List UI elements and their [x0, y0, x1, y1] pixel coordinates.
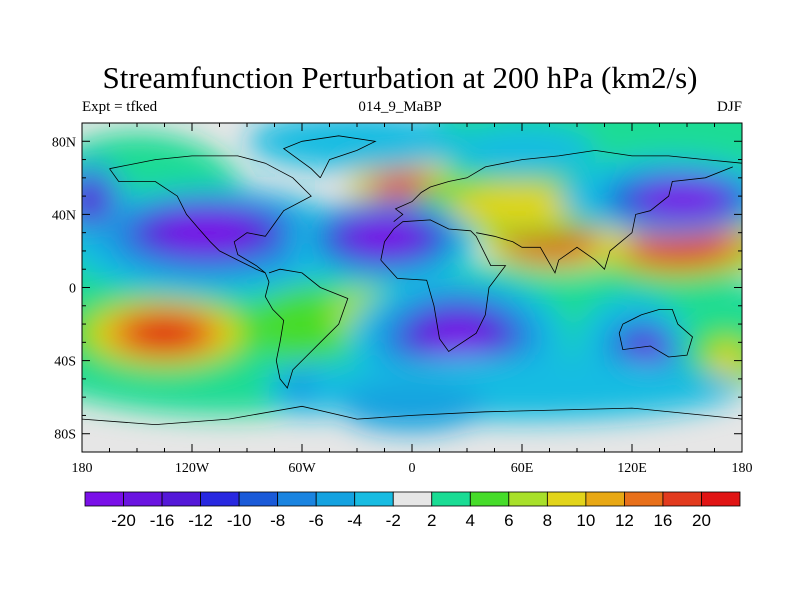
- y-tick-label: 40N: [52, 208, 76, 223]
- colorbar-swatch: [200, 491, 240, 507]
- x-tick-label: 120W: [175, 461, 210, 476]
- colorbar-swatch: [238, 491, 279, 507]
- colorbar-label: -8: [270, 511, 285, 530]
- x-tick-label: 60E: [511, 461, 534, 476]
- colorbar-label: 10: [576, 511, 595, 530]
- experiment-label: Expt = tfked: [82, 99, 158, 115]
- colorbar-swatch: [315, 491, 356, 507]
- colorbar-swatch: [508, 491, 548, 507]
- colorbar-label: 4: [466, 511, 475, 530]
- colorbar-label: -4: [347, 511, 362, 530]
- colorbar-label: 12: [615, 511, 634, 530]
- colorbar-label: -16: [150, 511, 175, 530]
- coastline-segment: [393, 149, 742, 223]
- colorbar-label: -10: [227, 511, 252, 530]
- coastline-segment: [109, 168, 266, 274]
- colorbar-swatch: [662, 491, 702, 507]
- colorbar-label: -6: [309, 511, 324, 530]
- x-tick-label: 180: [732, 461, 753, 476]
- coastlines: [82, 135, 742, 426]
- colorbar-swatch: [431, 491, 471, 507]
- x-tick-label: 60W: [288, 461, 316, 476]
- colorbar-swatch: [392, 491, 433, 507]
- colorbar-swatch: [354, 491, 394, 507]
- coastline-segment: [476, 166, 733, 274]
- y-tick-label: 40S: [54, 355, 76, 370]
- coastline-segment: [380, 219, 507, 353]
- coastline-segment: [109, 155, 312, 283]
- colorbar-swatch: [277, 491, 317, 507]
- x-tick-label: 0: [409, 461, 416, 476]
- colorbar-label: 6: [504, 511, 513, 530]
- y-tick-label: 80N: [52, 135, 76, 150]
- y-tick-label: 0: [69, 282, 76, 297]
- colorbar-label: 8: [543, 511, 552, 530]
- season-label: DJF: [716, 99, 742, 115]
- map-title: Streamfunction Perturbation at 200 hPa (…: [102, 60, 698, 95]
- coastline-segment: [82, 405, 742, 426]
- colorbar-swatch: [84, 491, 124, 507]
- colorbar: -20 -16 -12 -10 -8 -6 -4 -2 2 4 6 8 10 12 16 20: [84, 491, 741, 530]
- colorbar-label: -12: [188, 511, 213, 530]
- colorbar-label: -2: [386, 511, 401, 530]
- contour-field: [82, 123, 742, 452]
- colorbar-swatch: [546, 491, 587, 507]
- case-label: 014_9_MaBP: [358, 99, 442, 115]
- colorbar-label: 20: [692, 511, 711, 530]
- colorbar-swatch: [123, 491, 163, 507]
- coastline-segment: [264, 268, 349, 389]
- x-tick-label: 120E: [617, 461, 647, 476]
- colorbar-label: 16: [653, 511, 672, 530]
- colorbar-swatch: [624, 491, 664, 507]
- colorbar-swatch: [469, 491, 510, 507]
- coastline-segment: [282, 135, 377, 179]
- colorbar-label: -20: [111, 511, 136, 530]
- colorbar-label: 2: [427, 511, 436, 530]
- x-tick-label: 180: [72, 461, 93, 476]
- coastline-segment: [618, 309, 693, 358]
- colorbar-swatch: [585, 491, 625, 507]
- colorbar-swatch: [161, 491, 201, 507]
- y-tick-label: 80S: [54, 428, 76, 443]
- colorbar-swatch: [701, 491, 741, 507]
